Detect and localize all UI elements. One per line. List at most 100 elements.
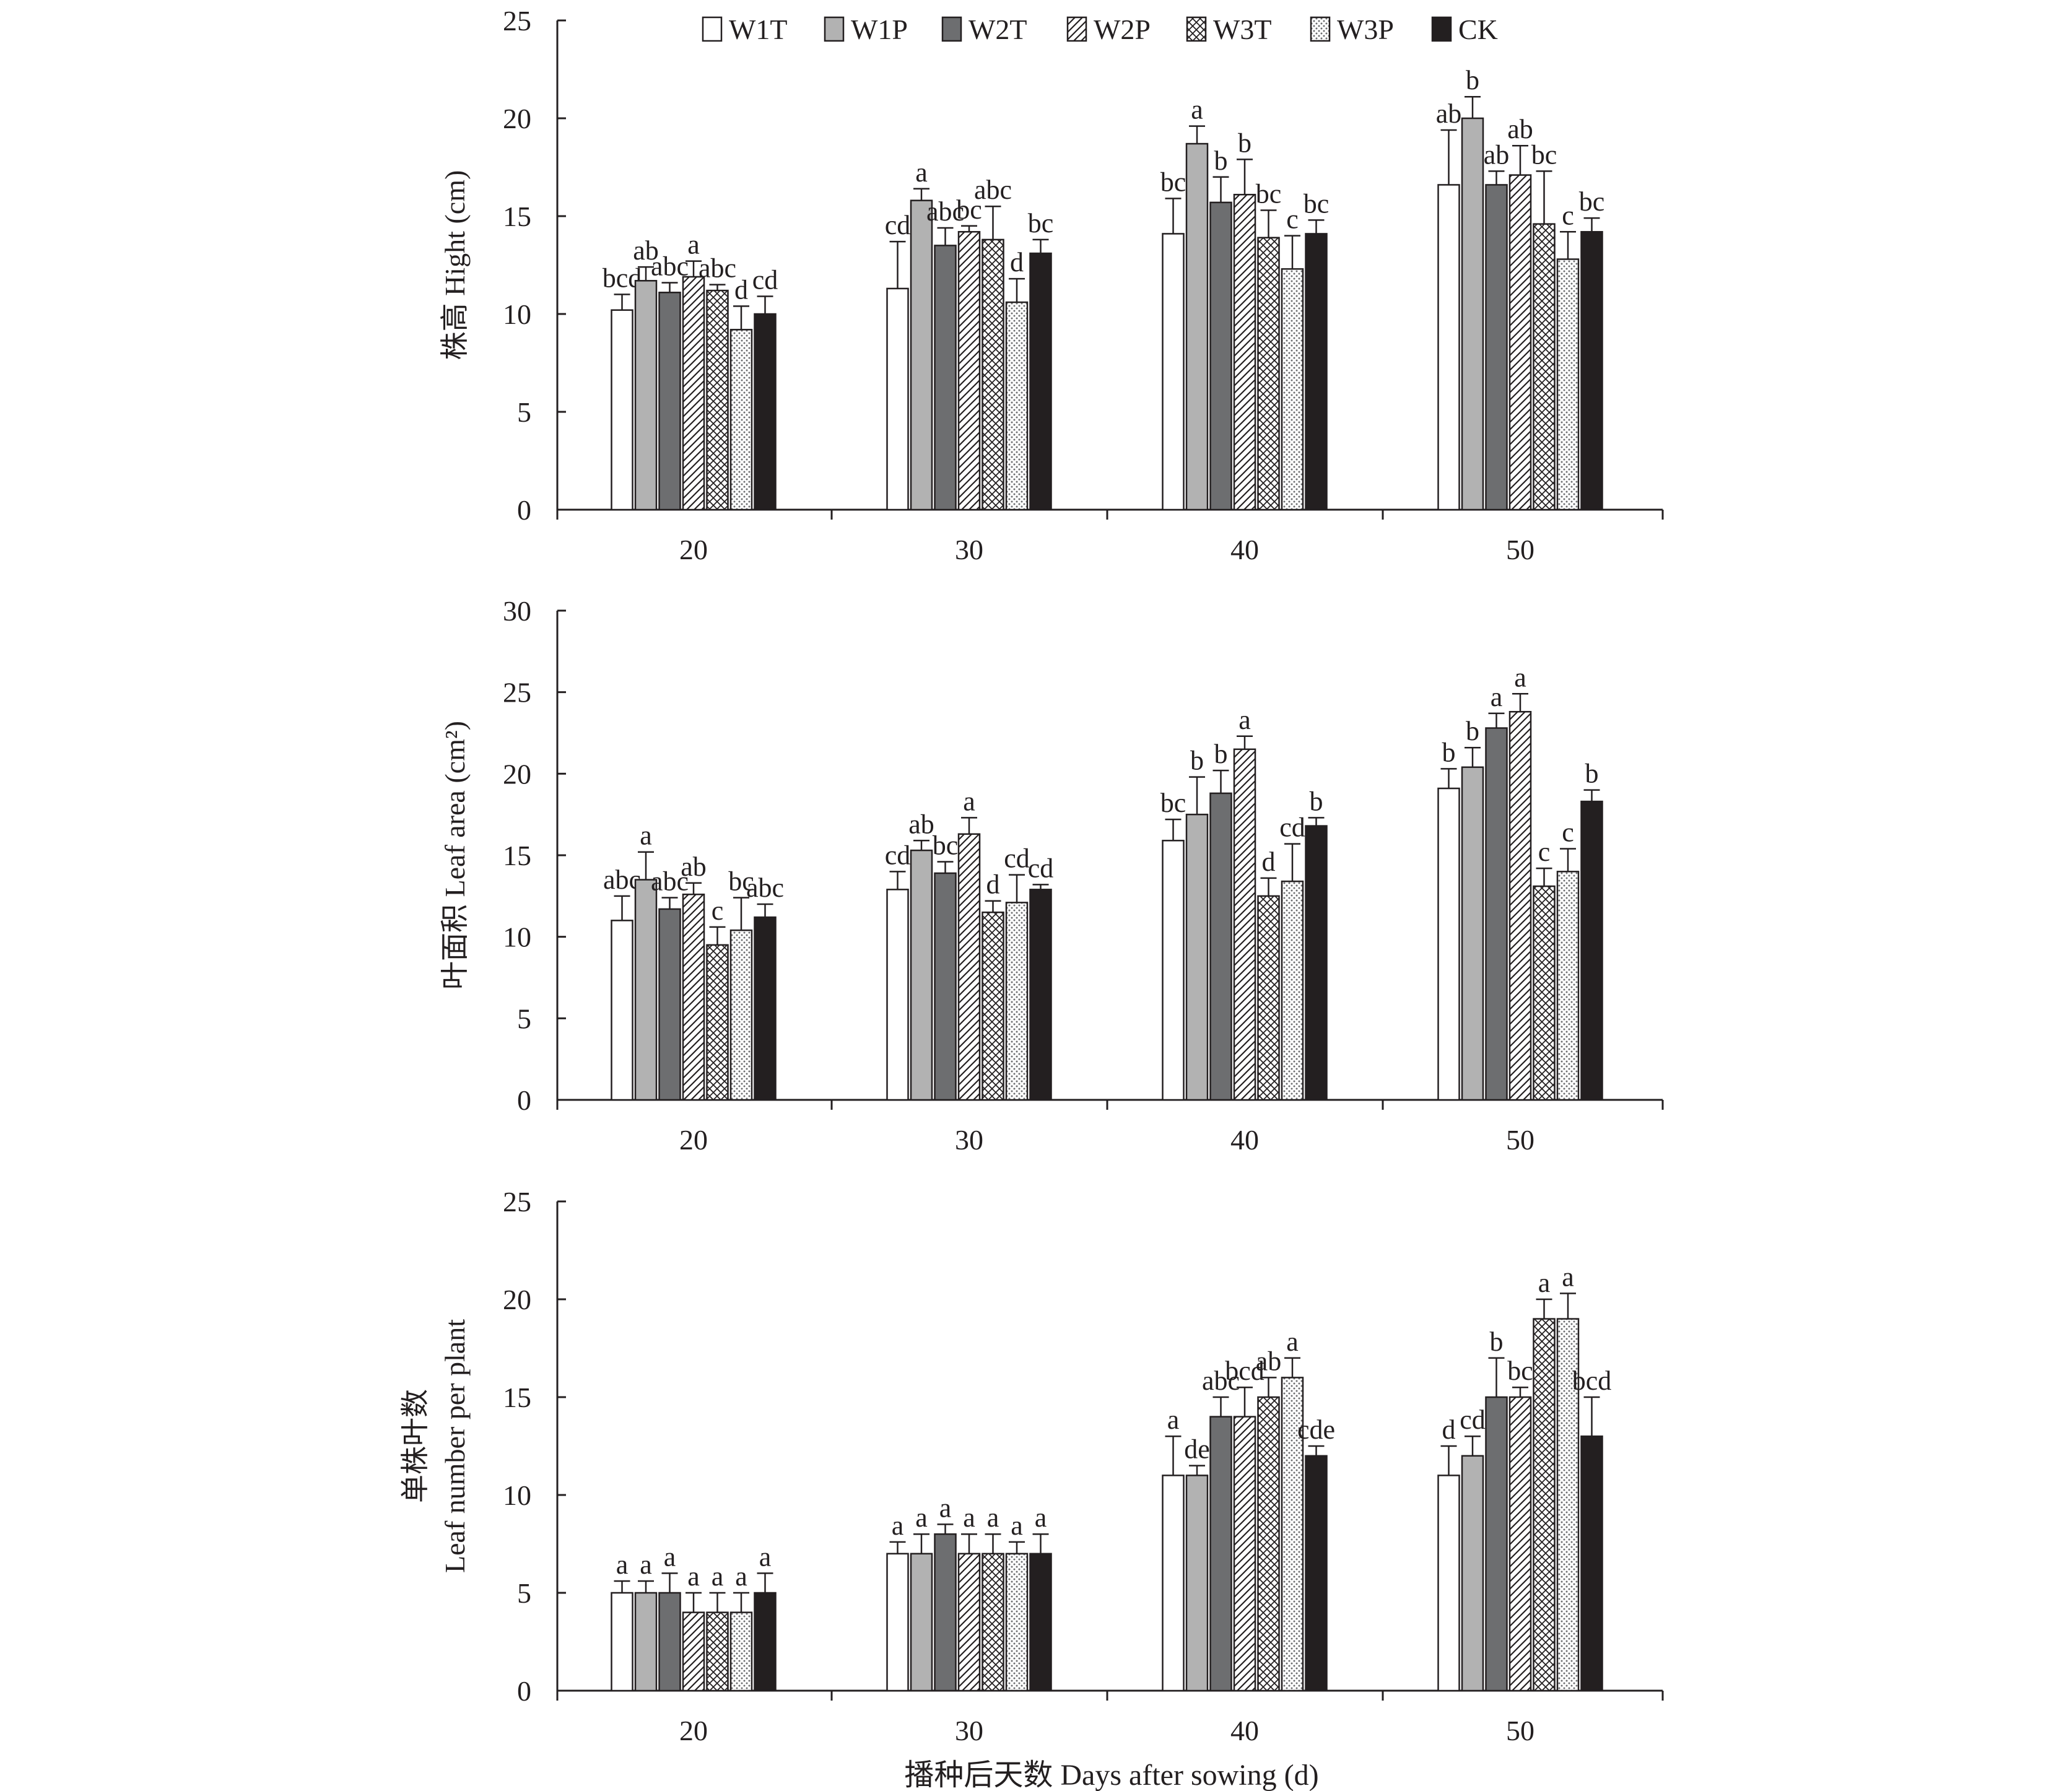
significance-label: d [734,274,748,305]
significance-label: a [1514,662,1526,692]
significance-label: c [712,896,724,926]
significance-label: ab [633,235,659,266]
bar-W1T-day-30 [886,1553,909,1692]
y-tick-label: 15 [503,1382,531,1413]
significance-label: c [1562,200,1574,230]
significance-label: a [1191,95,1203,125]
bar-W3T-day-40 [1257,237,1280,511]
significance-label: b [1214,739,1228,769]
y-tick-label: 15 [503,840,531,871]
significance-label: b [1442,737,1456,767]
y-axis-label: 株高 Hight (cm) [439,170,471,360]
bar-W1T-day-50 [1437,184,1460,511]
significance-label: a [759,1541,772,1572]
legend-swatch-W1T [702,16,723,42]
significance-label: bc [933,830,959,861]
significance-label: a [1491,682,1503,712]
x-tick-label: 40 [1230,1124,1259,1156]
bar-W3T-day-50 [1533,1318,1556,1692]
bar-W3T-day-50 [1533,223,1556,511]
legend-swatch-W1P [824,16,845,42]
significance-label: a [1286,1327,1299,1357]
bar-W1T-day-50 [1437,787,1460,1101]
x-tick-label: 50 [1506,534,1534,565]
significance-label: abc [1202,1366,1240,1396]
bar-W2P-day-50 [1508,1396,1532,1692]
bar-W2T-day-20 [658,908,681,1101]
significance-label: a [963,1502,975,1533]
legend-swatch-W2P [1066,16,1087,42]
legend: W1T W1P W2T W2P W3T W3P CK [702,14,1498,45]
bar-W3P-day-40 [1281,1377,1304,1692]
legend-swatch-W3P [1310,16,1331,42]
significance-label: b [1238,128,1251,158]
panel-leaf-number: 0 5 10 15 20 25 20 30 40 50 单株叶数 Leaf number per pl… [399,1186,1664,1746]
x-tick-label: 40 [1230,1715,1259,1746]
bar-W1P-day-50 [1461,117,1484,511]
bar-W1P-day-20 [634,280,658,511]
legend-label-W3P: W3P [1337,14,1394,45]
bar-W2P-day-50 [1508,174,1532,511]
x-tick-label: 30 [955,534,983,565]
bar-W2T-day-40 [1209,792,1232,1101]
bar-W3P-day-50 [1556,1318,1580,1692]
significance-label: abc [974,175,1012,205]
bar-W1T-day-40 [1162,1475,1185,1692]
bar-W1P-day-40 [1185,1475,1209,1692]
bar-W1P-day-20 [634,1592,658,1692]
significance-label: b [1190,746,1204,776]
significance-label: a [1035,1502,1047,1533]
significance-label: d [1010,247,1024,277]
significance-label: b [1466,716,1479,746]
significance-label: a [963,786,975,816]
significance-label: b [1310,786,1323,816]
y-tick-label: 10 [503,298,531,330]
bar-W1P-day-40 [1185,142,1209,511]
x-tick-label: 30 [955,1124,983,1156]
bar-CK-day-40 [1305,825,1328,1101]
significance-label: d [986,869,1000,900]
y-tick-label: 20 [503,103,531,134]
significance-label: ab [908,809,934,839]
significance-label: a [712,1561,724,1592]
legend-swatch-W2T [941,16,962,42]
bar-W1T-day-20 [611,1592,633,1692]
bar-W3P-day-50 [1556,871,1580,1101]
bar-W1T-day-40 [1162,840,1185,1101]
y-tick-label: 0 [517,494,531,526]
bar-W1P-day-50 [1461,766,1484,1101]
significance-label: a [1562,1262,1574,1292]
bar-W3T-day-50 [1533,885,1556,1101]
x-tick-label: 20 [679,534,708,565]
y-axis-label: 单株叶数 Leaf number per plant [399,1319,471,1573]
bar-W3P-day-50 [1556,258,1580,511]
significance-label: cd [885,210,911,240]
legend-label-W2T: W2T [969,14,1027,45]
significance-label: bc [1507,1356,1533,1386]
y-tick-label: 5 [517,1577,531,1609]
y-axis-label: 叶面积 Leaf area (cm²) [439,721,471,990]
significance-label: a [1238,705,1251,735]
panel-leaf-area: 0 5 10 15 20 25 30 20 30 40 50 叶面积 Leaf area (cm²) a… [439,595,1664,1156]
significance-label: a [892,1510,904,1541]
significance-label: abc [699,253,736,284]
bar-W2T-day-50 [1485,184,1508,511]
bar-W2T-day-20 [658,291,681,511]
y-tick-label: 10 [503,1479,531,1511]
significance-label: a [616,1549,629,1580]
bar-W1P-day-30 [910,199,933,511]
y-tick-label: 25 [503,677,531,708]
significance-label: a [640,1549,652,1580]
bar-W3T-day-40 [1257,895,1280,1101]
significance-label: b [1490,1327,1504,1357]
significance-label: ab [1436,98,1462,129]
significance-label: b [1214,146,1228,176]
x-tick-label: 20 [679,1715,708,1746]
y-tick-label: 5 [517,396,531,428]
y-tick-label: 30 [503,595,531,627]
bar-W3P-day-20 [729,329,753,511]
y-tick-label: 15 [503,201,531,232]
significance-label: bc [728,866,754,896]
significance-label: cd [1004,843,1030,874]
